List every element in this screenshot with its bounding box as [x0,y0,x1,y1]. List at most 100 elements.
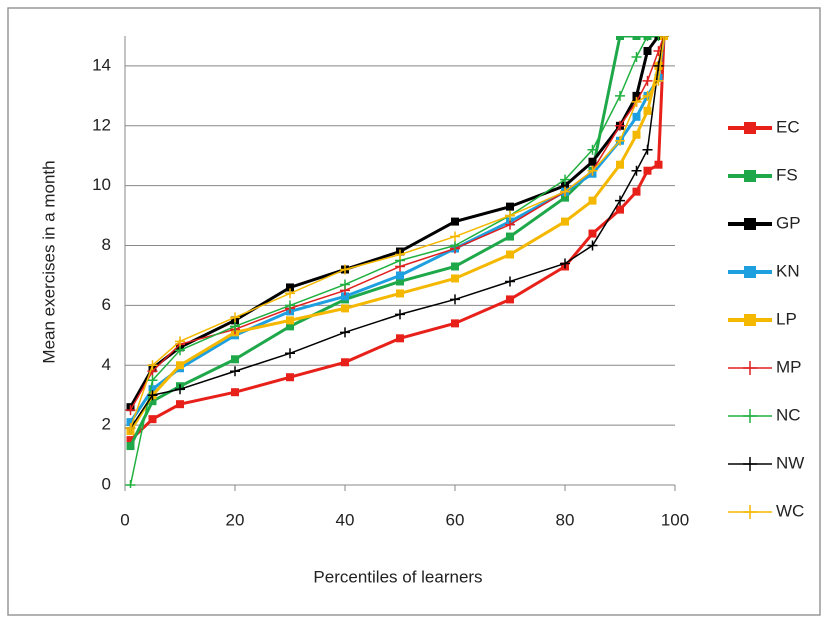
legend-label: GP [776,213,801,232]
marker [659,36,669,41]
marker [643,106,652,115]
marker [643,166,652,175]
x-tick-label: 20 [226,510,245,529]
marker [560,174,570,185]
marker [631,96,642,107]
marker [285,348,295,359]
marker [653,75,664,86]
marker [616,36,624,40]
y-tick-label: 2 [102,415,111,434]
marker [506,202,514,211]
marker [396,289,404,298]
series-line [129,36,664,447]
marker [176,361,184,370]
marker [125,405,136,416]
x-tick-label: 40 [336,510,355,529]
legend-marker [744,314,756,326]
x-axis-label: Percentiles of learners [313,567,482,586]
marker [506,250,514,259]
marker [341,304,349,313]
marker [653,60,664,71]
legend-marker [744,122,756,134]
marker [451,274,459,283]
y-tick-label: 10 [92,175,111,194]
legend-marker [743,505,757,519]
marker [587,240,598,251]
legend-marker [744,266,756,278]
marker [147,360,158,371]
marker [285,300,295,311]
legend-label: EC [776,117,800,136]
marker [396,277,404,286]
marker [642,75,653,86]
legend-label: LP [776,309,797,328]
marker [230,366,240,377]
marker [340,327,350,338]
marker [175,384,185,395]
marker [506,232,514,241]
marker [450,294,460,305]
marker [632,112,641,121]
x-tick-label: 100 [661,510,689,529]
legend-label: KN [776,261,800,280]
marker [148,385,157,394]
marker [654,160,663,169]
legend-label: FS [776,165,798,184]
plot-area [125,36,669,488]
marker [451,262,459,271]
marker [588,157,597,166]
marker [175,345,185,356]
marker [286,283,294,292]
marker [643,46,652,55]
marker [231,388,239,397]
marker [560,258,570,269]
marker [450,231,460,242]
marker [451,319,459,328]
marker [230,312,240,323]
marker [587,144,598,155]
legend-label: MP [776,357,802,376]
marker [396,271,404,280]
marker [588,196,597,205]
legend-marker [744,218,756,230]
frame [7,7,821,616]
marker [148,397,157,406]
marker [340,264,350,275]
marker [615,195,625,206]
y-tick-label: 14 [92,55,111,74]
y-axis-label: Mean exercises in a month [39,160,58,363]
marker [561,193,569,202]
marker [285,288,295,299]
marker [631,165,642,176]
marker [632,187,641,196]
marker [505,210,515,221]
marker [341,358,349,367]
series-line [129,36,666,423]
marker [587,165,598,176]
marker [616,160,624,169]
marker [125,423,136,434]
series-line [129,36,666,432]
marker [147,390,158,401]
marker [632,36,641,40]
marker [395,249,405,260]
y-tick-label: 8 [102,235,111,254]
marker [396,334,404,343]
marker [286,322,294,331]
series-line [129,36,665,411]
marker [615,135,625,146]
y-tick-label: 0 [102,474,111,493]
marker [588,229,597,238]
legend-marker [743,361,757,375]
marker [341,292,349,301]
marker [653,36,664,41]
marker [505,219,515,230]
marker [126,442,135,451]
x-tick-label: 80 [556,510,575,529]
series-line [129,36,666,442]
marker [176,400,184,409]
marker [615,120,625,131]
marker [126,418,135,427]
series-line [129,36,664,486]
x-tick-label: 60 [446,510,465,529]
